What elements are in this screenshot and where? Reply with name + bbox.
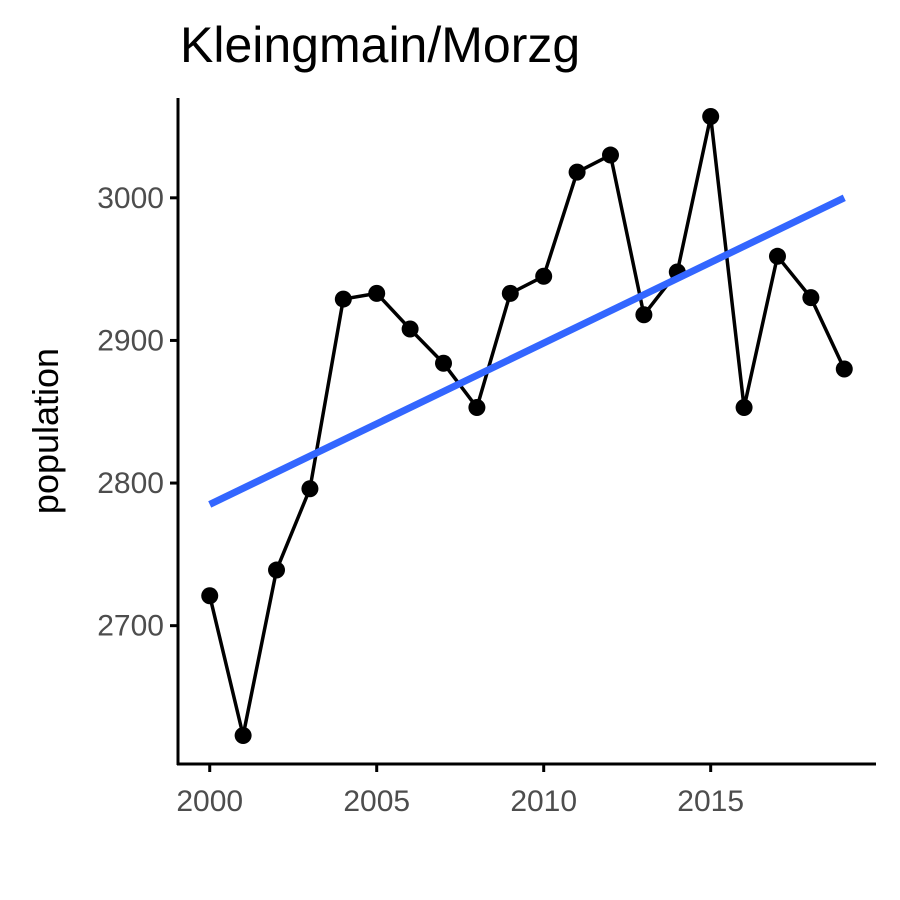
y-tick-label: 3000 — [97, 182, 164, 215]
data-point — [201, 587, 219, 605]
y-tick-label: 2700 — [97, 610, 164, 643]
x-tick-label: 2015 — [677, 785, 744, 818]
trend-line — [208, 194, 846, 508]
data-point — [268, 561, 286, 579]
data-point — [435, 354, 453, 372]
data-point — [334, 290, 352, 308]
series-line — [208, 114, 846, 738]
data-point — [702, 108, 720, 126]
data-point — [535, 267, 553, 285]
data-point — [802, 289, 820, 307]
ticks: 2700 2800 2900 3000 2000 2005 2010 2015 — [97, 182, 744, 818]
chart-title: Kleingmain/Morzg — [180, 17, 581, 73]
x-tick-label: 2010 — [510, 785, 577, 818]
x-tick-label: 2005 — [343, 785, 410, 818]
y-tick-label: 2800 — [97, 467, 164, 500]
data-point — [568, 163, 586, 181]
data-point — [768, 247, 786, 265]
data-point — [835, 360, 853, 378]
axes — [176, 98, 876, 766]
data-point — [635, 306, 653, 324]
x-tick-label: 2000 — [176, 785, 243, 818]
data-point — [468, 398, 486, 416]
y-tick-label: 2900 — [97, 324, 164, 357]
data-point — [401, 320, 419, 338]
data-point — [301, 480, 319, 498]
data-point — [735, 398, 753, 416]
trend — [208, 194, 846, 508]
data-point — [234, 726, 252, 744]
y-axis-title: population — [25, 348, 66, 514]
data-point — [501, 284, 519, 302]
series — [201, 108, 853, 744]
data-point — [601, 146, 619, 164]
data-point — [368, 284, 386, 302]
